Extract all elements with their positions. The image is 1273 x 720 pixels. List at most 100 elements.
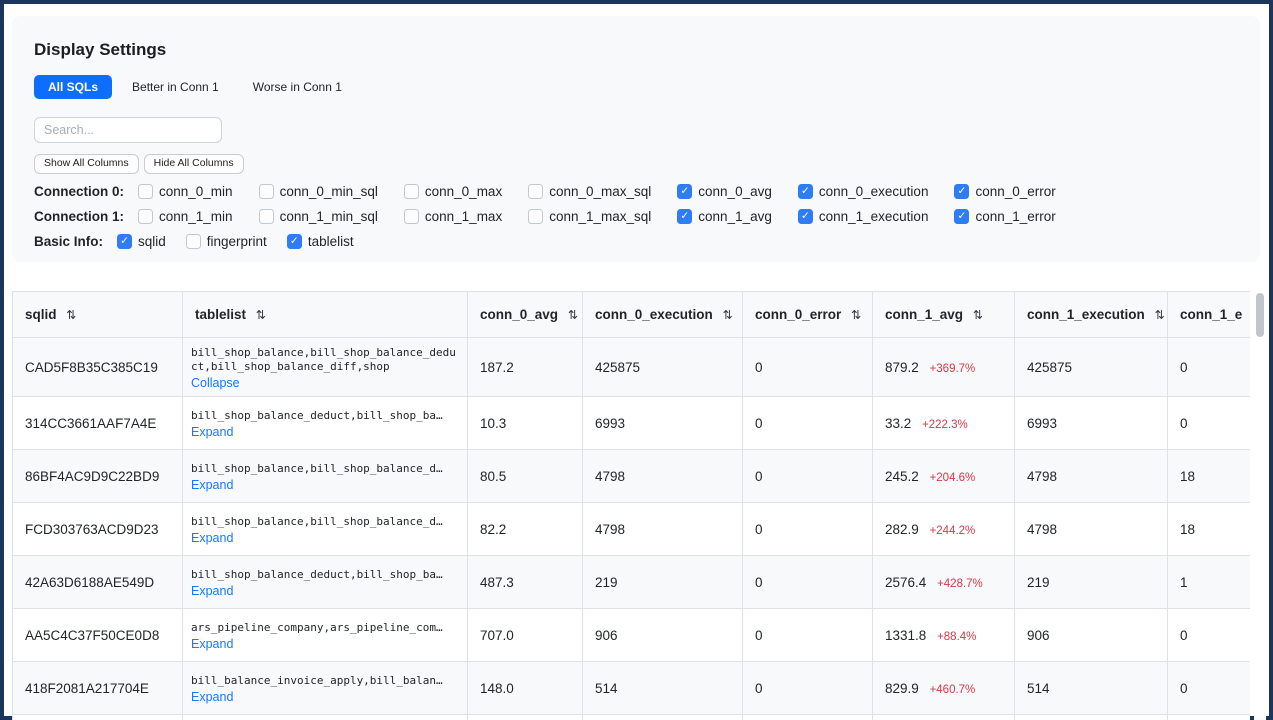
expand-collapse-link[interactable]: Expand [191, 689, 234, 704]
checkbox-icon[interactable]: ✓ [138, 208, 153, 224]
checkbox-label: conn_0_max_sql [549, 183, 652, 199]
column-header[interactable]: conn_1_avg ⇅ [872, 291, 1015, 338]
filter-tabs: All SQLs Better in Conn 1 Worse in Conn … [34, 75, 1260, 99]
column-checkbox[interactable]: ✓ conn_0_avg [677, 183, 772, 199]
conn-0-execution-cell: 4798 [582, 502, 743, 556]
checkbox-icon[interactable]: ✓ [286, 233, 302, 249]
sort-icon[interactable]: ⇅ [972, 308, 983, 322]
checkbox-icon[interactable]: ✓ [117, 233, 133, 249]
checkbox-icon[interactable]: ✓ [138, 183, 153, 199]
tablelist-text: bill_shop_balance,bill_shop_balance_dedu… [191, 346, 456, 373]
filter-tab[interactable]: Better in Conn 1 [118, 75, 233, 99]
checkbox-icon[interactable]: ✓ [797, 183, 813, 199]
checkbox-label: conn_0_avg [698, 183, 772, 199]
conn-1-avg-delta-badge: +428.7% [937, 577, 983, 590]
expand-collapse-link[interactable]: Expand [191, 636, 234, 651]
column-checkbox[interactable]: ✓ conn_1_error [954, 208, 1056, 224]
expand-collapse-link[interactable]: Collapse [191, 375, 240, 390]
conn-1-avg-delta-badge: +88.4% [937, 630, 977, 643]
column-checkbox[interactable]: ✓ conn_1_min [138, 208, 233, 224]
column-checkbox[interactable]: ✓ conn_0_max [403, 183, 502, 199]
column-header-label: conn_0_execution [595, 307, 713, 322]
column-checkbox[interactable]: ✓ conn_1_execution [797, 208, 929, 224]
checkbox-icon[interactable]: ✓ [954, 208, 970, 224]
filter-tab[interactable]: Worse in Conn 1 [239, 75, 356, 99]
basic-info-checkbox-group: Basic Info: ✓ sqlid ✓ fingerprint ✓ tabl… [34, 233, 1260, 249]
column-checkbox[interactable]: ✓ conn_0_min_sql [258, 183, 378, 199]
checkbox-label: conn_1_execution [818, 208, 929, 224]
checkbox-icon[interactable]: ✓ [528, 183, 544, 199]
checkbox-label: conn_0_min [159, 183, 233, 199]
sort-icon[interactable]: ⇅ [255, 308, 266, 322]
checkbox-icon[interactable]: ✓ [677, 183, 693, 199]
column-checkbox[interactable]: ✓ conn_0_error [954, 183, 1056, 199]
column-header-label: tablelist [195, 307, 247, 322]
table-row: 86BF4AC9D9C22BD9 bill_shop_balance,bill_… [12, 449, 1250, 503]
checkbox-icon[interactable]: ✓ [403, 208, 419, 224]
search-input[interactable] [34, 117, 222, 143]
vertical-scrollbar-thumb[interactable] [1256, 293, 1264, 337]
hide-all-columns-button[interactable]: Hide All Columns [143, 154, 244, 174]
checkbox-icon[interactable]: ✓ [528, 208, 544, 224]
column-header[interactable]: conn_0_avg ⇅ [467, 291, 583, 338]
checkbox-icon[interactable]: ✓ [258, 183, 274, 199]
column-checkbox[interactable]: ✓ conn_1_min_sql [258, 208, 378, 224]
sqlid-cell: 42A63D6188AE549D [12, 555, 183, 609]
column-header[interactable]: sqlid ⇅ [12, 291, 183, 338]
sqlid-cell: 314CC3661AAF7A4E [12, 396, 183, 450]
sqlid-cell: 418F2081A217704E [12, 661, 183, 715]
column-header[interactable]: tablelist ⇅ [182, 291, 468, 338]
sqlid-cell: 86BF4AC9D9C22BD9 [12, 449, 183, 503]
column-header[interactable]: conn_1_e ⇅ [1167, 291, 1250, 338]
expand-collapse-link[interactable]: Expand [191, 583, 234, 598]
sqlid-cell: FCD303763ACD9D23 [12, 502, 183, 556]
checkbox-icon[interactable]: ✓ [403, 183, 419, 199]
conn-1-avg-delta-badge: +460.7% [929, 683, 976, 696]
checkbox-label: conn_0_execution [818, 183, 929, 199]
expand-collapse-link[interactable]: Expand [191, 530, 234, 545]
tablelist-text: bill_shop_balance,bill_shop_balance_d… [191, 515, 443, 529]
expand-collapse-link[interactable]: Expand [191, 477, 234, 492]
conn-1-avg-cell: 282.9 +244.2% [872, 502, 1015, 556]
column-checkbox[interactable]: ✓ tablelist [286, 233, 354, 249]
column-header[interactable]: conn_0_error ⇅ [742, 291, 873, 338]
checkbox-label: conn_1_max [424, 208, 503, 224]
conn-0-avg-cell: 707.0 [467, 608, 583, 662]
vertical-scrollbar-track[interactable] [1254, 289, 1266, 720]
conn-1-avg-value: 879.2 [885, 359, 919, 375]
column-checkbox[interactable]: ✓ conn_0_execution [797, 183, 929, 199]
column-checkbox[interactable]: ✓ conn_1_avg [677, 208, 772, 224]
conn-1-avg-delta-badge: +244.2% [929, 524, 976, 537]
checkbox-icon[interactable]: ✓ [185, 233, 201, 249]
sql-results-table: sqlid ⇅ tablelist ⇅ conn_0_avg ⇅ co [12, 291, 1250, 720]
conn-1-avg-cell: 245.2 +204.6% [872, 449, 1015, 503]
filter-tab[interactable]: All SQLs [34, 75, 113, 99]
sort-icon[interactable]: ⇅ [66, 308, 77, 322]
sort-icon[interactable]: ⇅ [567, 308, 578, 322]
column-checkbox[interactable]: ✓ conn_1_max_sql [528, 208, 651, 224]
column-checkbox[interactable]: ✓ conn_1_max [403, 208, 503, 224]
conn-1-execution-cell: 4798 [1014, 502, 1168, 556]
expand-collapse-link[interactable]: Expand [191, 424, 234, 439]
conn-0-avg-cell: 487.3 [467, 555, 583, 609]
sort-icon[interactable]: ⇅ [851, 308, 862, 322]
checkbox-icon[interactable]: ✓ [954, 183, 970, 199]
column-header[interactable]: conn_0_execution ⇅ [582, 291, 743, 338]
conn-1-execution-cell: 6993 [1014, 396, 1168, 450]
column-checkbox[interactable]: ✓ fingerprint [185, 233, 267, 249]
show-all-columns-button[interactable]: Show All Columns [34, 154, 139, 174]
column-checkbox[interactable]: ✓ sqlid [117, 233, 166, 249]
conn-1-error-cell: 0 [1167, 661, 1250, 715]
column-checkbox[interactable]: ✓ conn_0_max_sql [528, 183, 652, 199]
checkbox-icon[interactable]: ✓ [258, 208, 274, 224]
conn-0-avg-cell: 82.2 [467, 502, 583, 556]
table-row: FCD303763ACD9D23 bill_shop_balance,bill_… [12, 502, 1250, 556]
checkbox-icon[interactable]: ✓ [677, 208, 693, 224]
column-header[interactable]: conn_1_execution ⇅ [1014, 291, 1168, 338]
conn-0-avg-cell: 10.3 [467, 396, 583, 450]
conn-1-avg-value: 282.9 [885, 521, 919, 537]
column-checkbox[interactable]: ✓ conn_0_min [138, 183, 233, 199]
sort-icon[interactable]: ⇅ [1154, 308, 1165, 322]
checkbox-icon[interactable]: ✓ [797, 208, 813, 224]
sort-icon[interactable]: ⇅ [722, 308, 733, 322]
